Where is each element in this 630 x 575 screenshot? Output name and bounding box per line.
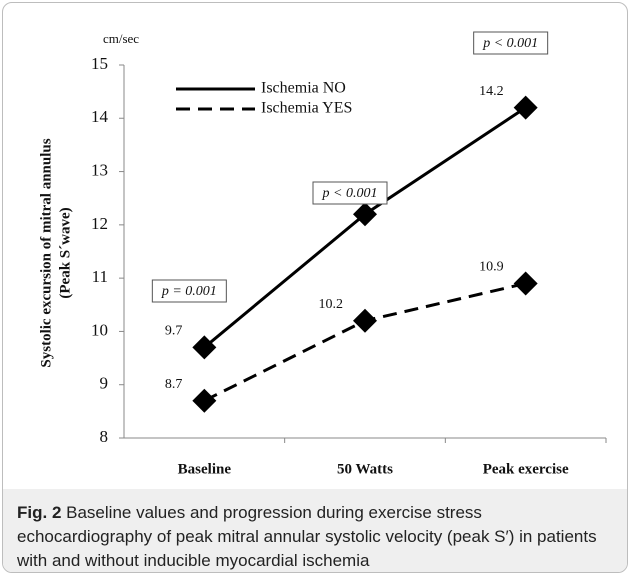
data-label: 14.2 [479, 84, 504, 99]
marker [353, 202, 377, 227]
chart: cm/sec Systolic excursion of mitral annu… [38, 31, 607, 477]
annotation-box [151, 279, 227, 303]
y-tick-label: 11 [92, 267, 108, 286]
y-tick-label: 8 [100, 427, 109, 446]
legend-label: Ischemia YES [261, 100, 352, 117]
y-tick-label: 15 [91, 54, 108, 73]
x-tick-label: Baseline [178, 461, 232, 477]
y-tick-label: 13 [91, 160, 108, 179]
legend-label: Ischemia NO [261, 80, 346, 97]
y-unit: cm/sec [103, 31, 139, 46]
marker [192, 335, 217, 360]
x-tick-label: 50 Watts [337, 461, 393, 477]
x-tick-label: Peak exercise [483, 461, 569, 477]
annotation-box [473, 31, 549, 55]
data-label: 10.9 [479, 260, 504, 275]
y-axis-label-line: (Peak S´wave) [57, 207, 73, 298]
series-line [203, 282, 527, 403]
data-label: 8.7 [165, 377, 183, 392]
marker [513, 95, 538, 120]
data-label: 9.7 [165, 324, 183, 339]
caption-text: Baseline values and progression during e… [17, 503, 597, 570]
y-axis-label: Systolic excursion of mitral annulus (Pe… [38, 138, 73, 367]
y-tick-label: 10 [91, 320, 108, 339]
marker [192, 388, 217, 413]
y-tick-label: 14 [91, 107, 109, 126]
annotation: p < 0.001 [322, 186, 378, 201]
data-label: 10.2 [319, 297, 344, 312]
caption-label: Fig. 2 [17, 503, 62, 522]
annotation-box [312, 181, 388, 205]
y-tick-label: 12 [91, 214, 108, 233]
y-axis-label-line: Systolic excursion of mitral annulus [38, 138, 54, 367]
annotation: p = 0.001 [161, 284, 217, 299]
marker [513, 271, 538, 296]
y-tick-label: 9 [100, 374, 109, 393]
marker [353, 308, 377, 333]
caption: Fig. 2 Baseline values and progression d… [3, 489, 627, 572]
annotation: p < 0.001 [482, 36, 538, 51]
